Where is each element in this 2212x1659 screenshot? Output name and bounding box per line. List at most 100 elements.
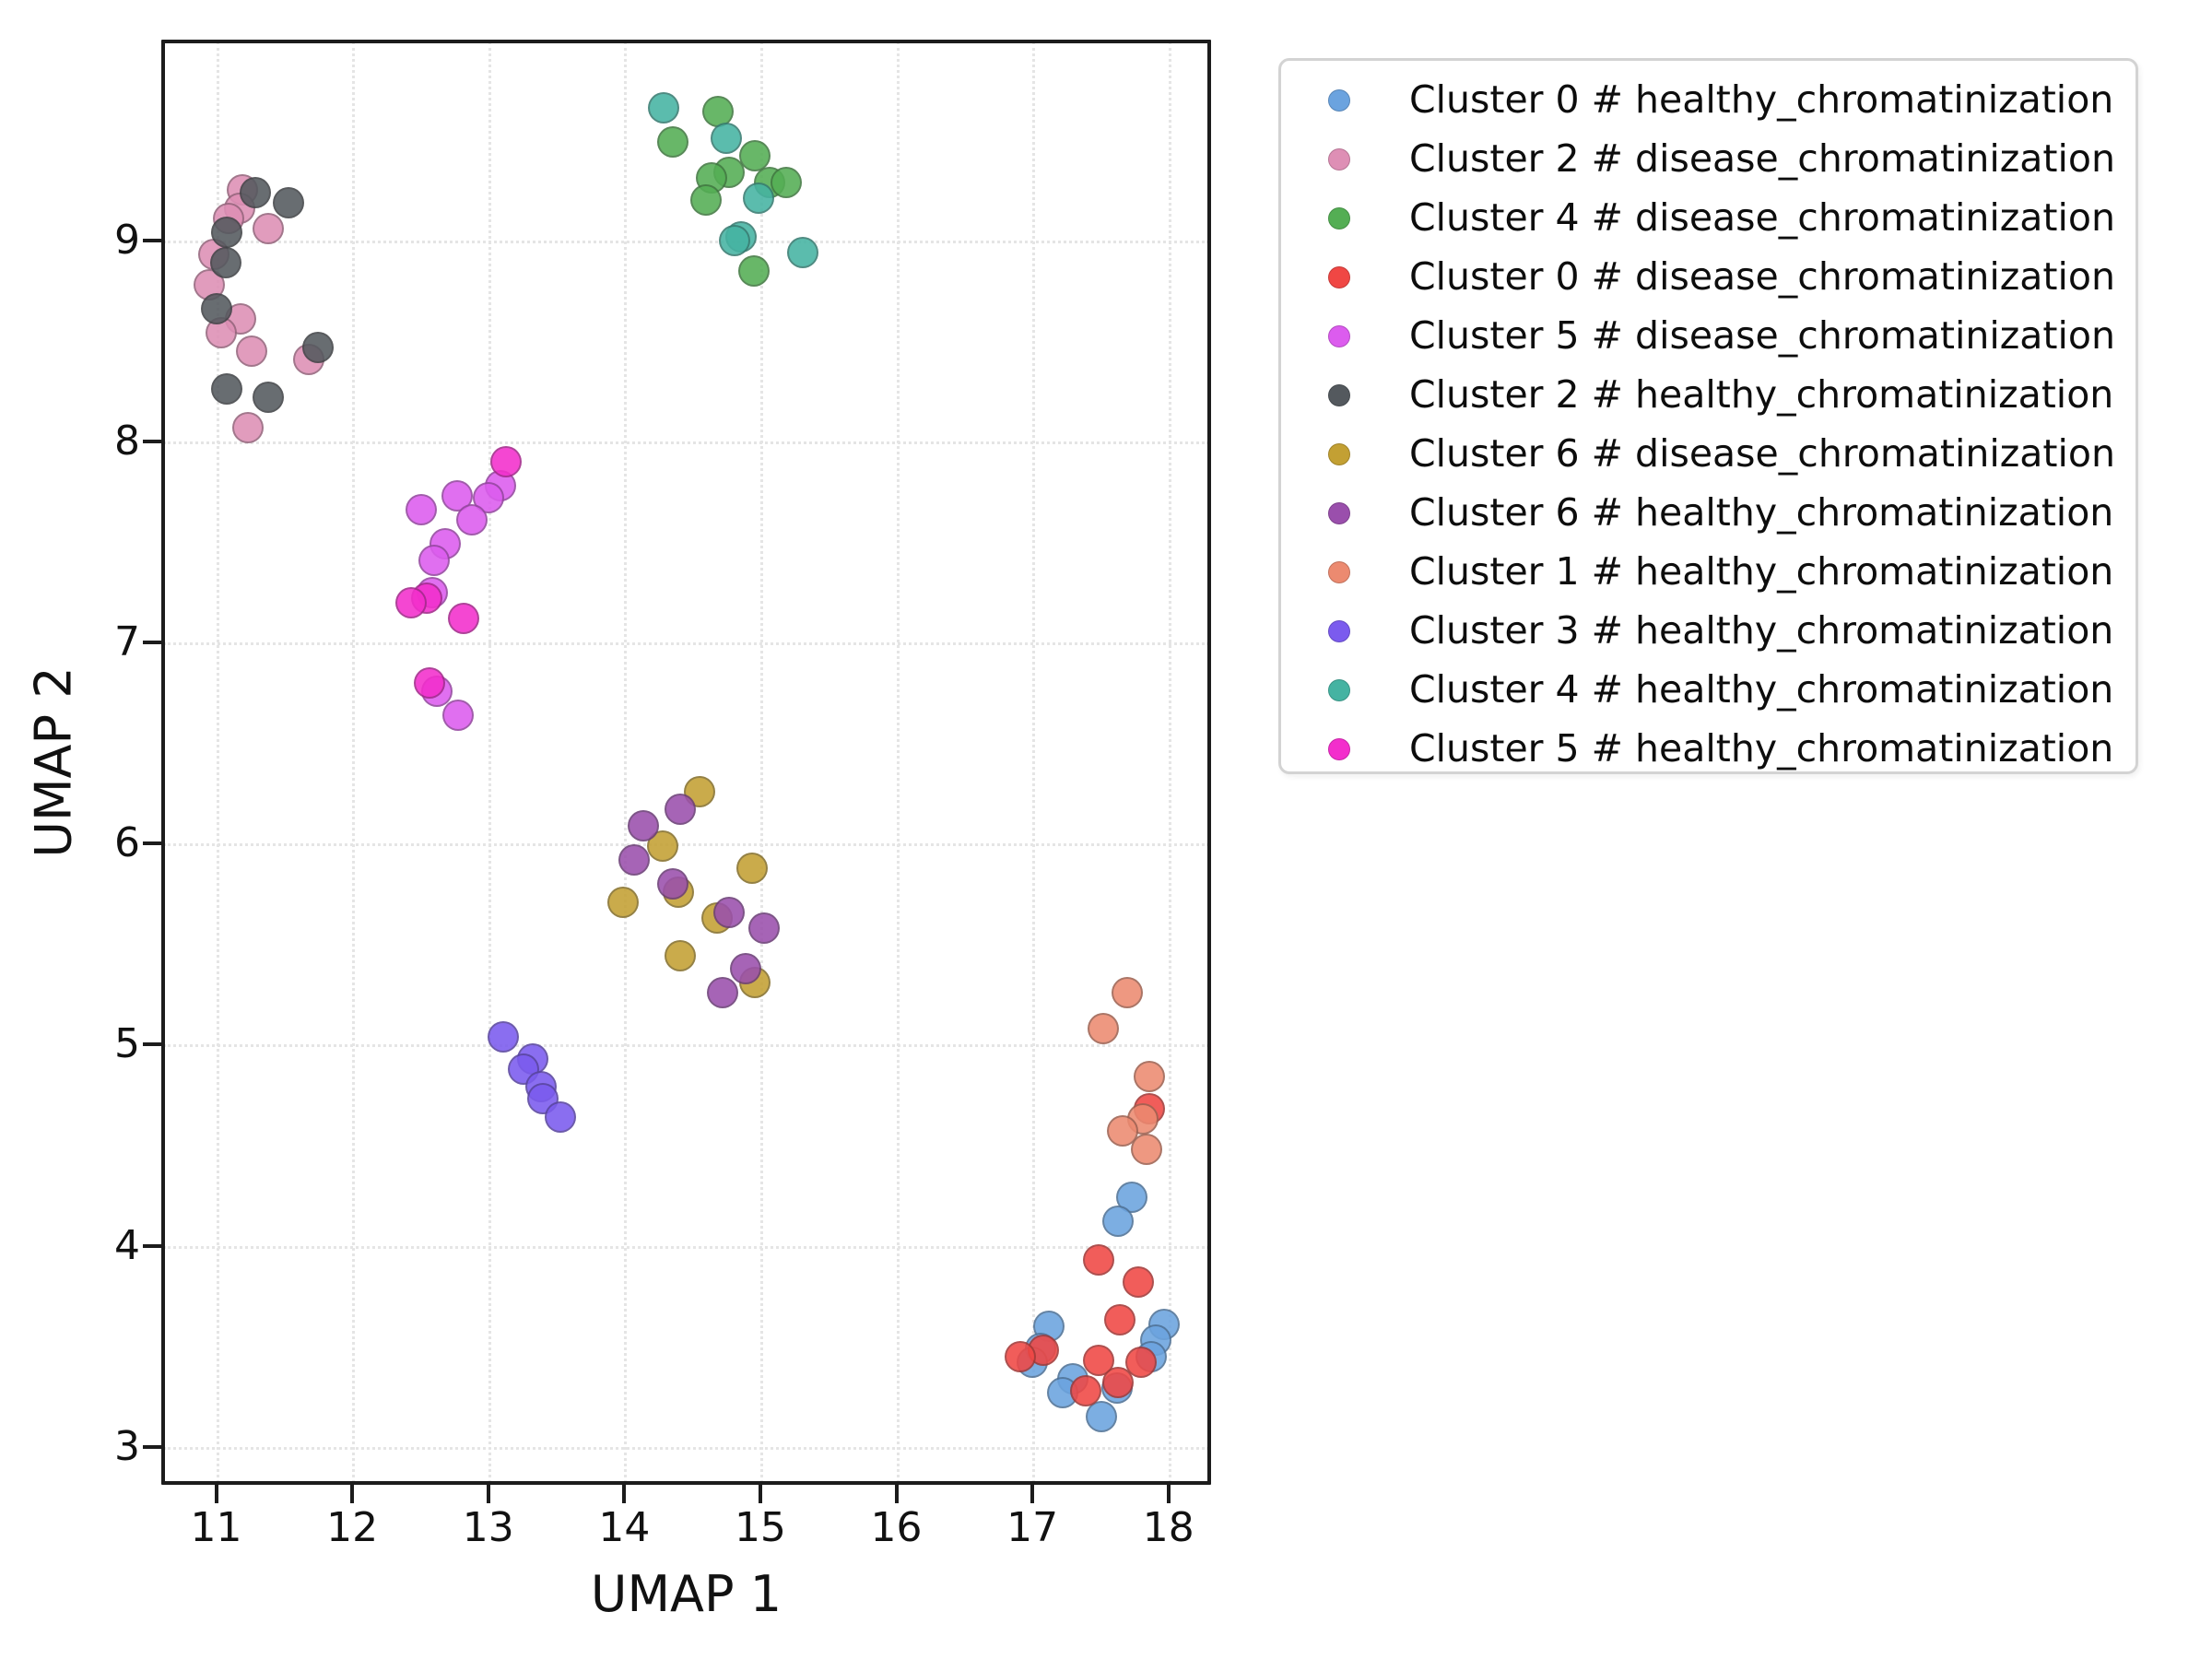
scatter-point-series-3 [1102,1366,1135,1398]
scatter-point-series-11 [394,586,427,618]
legend-item-label: Cluster 5 # disease_chromatinization [1409,313,2115,359]
x-tick [486,1485,490,1503]
legend-marker-icon [1328,89,1350,112]
scatter-point-series-6 [606,886,639,918]
legend-marker-icon [1328,738,1350,760]
legend: Cluster 0 # healthy_chromatinization Clus… [1278,58,2138,774]
x-tick-label: 17 [1006,1504,1059,1551]
scatter-point-series-10 [786,237,818,269]
scatter-point-series-5 [211,373,243,406]
scatter-point-series-8 [1087,1013,1119,1045]
y-tick [143,1042,161,1047]
gridline-horizontal [163,240,1209,243]
scatter-point-series-4 [456,504,488,536]
scatter-point-series-5 [302,331,335,363]
gridline-vertical [1032,41,1036,1483]
y-tick [143,641,161,645]
scatter-point-series-8 [1112,976,1144,1008]
y-tick-label: 9 [114,216,140,264]
gridline-horizontal [163,1446,1209,1450]
legend-item-label: Cluster 5 # healthy_chromatinization [1409,726,2114,771]
legend-item: Cluster 2 # disease_chromatinization [1281,130,2136,189]
x-tick [350,1485,355,1503]
scatter-point-series-2 [770,166,802,198]
scatter-point-series-2 [739,140,771,172]
scatter-point-series-9 [544,1101,576,1133]
legend-item-label: Cluster 4 # disease_chromatinization [1409,195,2115,241]
scatter-point-series-3 [1123,1265,1155,1298]
scatter-point-series-8 [1131,1133,1163,1165]
scatter-point-series-7 [618,843,650,876]
y-tick-label: 5 [114,1020,140,1068]
x-tick-label: 13 [462,1504,514,1551]
scatter-point-series-6 [736,852,769,884]
scatter-point-series-3 [1083,1344,1115,1376]
gridline-vertical [759,41,763,1483]
gridline-vertical [1168,41,1171,1483]
scatter-point-series-5 [252,382,284,414]
scatter-point-series-5 [240,176,272,208]
legend-item: Cluster 3 # healthy_chromatinization [1281,602,2136,661]
gridline-vertical [624,41,628,1483]
scatter-point-series-7 [706,976,738,1008]
scatter-point-series-7 [712,896,745,928]
scatter-point-series-4 [406,494,438,526]
legend-item: Cluster 6 # healthy_chromatinization [1281,484,2136,543]
scatter-point-series-10 [711,122,743,154]
scatter-point-series-9 [487,1020,519,1053]
scatter-point-series-3 [1069,1374,1101,1406]
x-tick-label: 14 [598,1504,651,1551]
legend-item-label: Cluster 2 # disease_chromatinization [1409,136,2115,182]
scatter-point-series-7 [664,794,696,826]
scatter-point-series-7 [748,912,781,944]
legend-marker-icon [1328,443,1350,465]
scatter-point-series-10 [648,91,680,124]
scatter-point-series-5 [200,293,232,325]
legend-item: Cluster 0 # disease_chromatinization [1281,248,2136,307]
scatter-point-series-10 [743,182,775,215]
scatter-point-series-3 [1004,1340,1036,1372]
gridline-horizontal [163,642,1209,646]
y-tick [143,238,161,242]
gridline-vertical [896,41,900,1483]
x-tick [758,1485,762,1503]
legend-item-label: Cluster 6 # disease_chromatinization [1409,431,2115,477]
legend-item-label: Cluster 0 # disease_chromatinization [1409,254,2115,300]
legend-marker-icon [1328,148,1350,171]
y-tick [143,841,161,846]
scatter-point-series-7 [628,809,659,841]
scatter-point-series-2 [657,126,689,159]
x-tick-label: 15 [734,1504,786,1551]
x-tick [894,1485,899,1503]
legend-item-label: Cluster 0 # healthy_chromatinization [1409,77,2114,123]
gridline-horizontal [163,843,1209,847]
gridline-horizontal [163,1245,1209,1249]
gridline-vertical [352,41,356,1483]
legend-item: Cluster 4 # disease_chromatinization [1281,189,2136,248]
x-tick [1166,1485,1171,1503]
scatter-point-series-3 [1083,1243,1115,1276]
gridline-horizontal [163,1044,1209,1048]
scatter-point-series-3 [1103,1304,1135,1336]
legend-marker-icon [1328,266,1350,288]
legend-marker-icon [1328,620,1350,642]
legend-marker-icon [1328,207,1350,229]
y-tick-label: 8 [114,418,140,465]
scatter-point-series-4 [442,699,475,731]
x-tick [214,1485,218,1503]
legend-item: Cluster 4 # healthy_chromatinization [1281,661,2136,720]
y-tick-label: 3 [114,1422,140,1470]
legend-marker-icon [1328,325,1350,347]
legend-item-label: Cluster 4 # healthy_chromatinization [1409,667,2114,712]
x-tick-label: 11 [190,1504,242,1551]
scatter-point-series-7 [657,867,689,900]
legend-item-label: Cluster 1 # healthy_chromatinization [1409,549,2114,594]
gridline-horizontal [163,441,1209,445]
x-tick [622,1485,627,1503]
x-axis-label: UMAP 1 [590,1565,782,1623]
legend-item-label: Cluster 3 # healthy_chromatinization [1409,608,2114,653]
gridline-vertical [488,41,491,1483]
